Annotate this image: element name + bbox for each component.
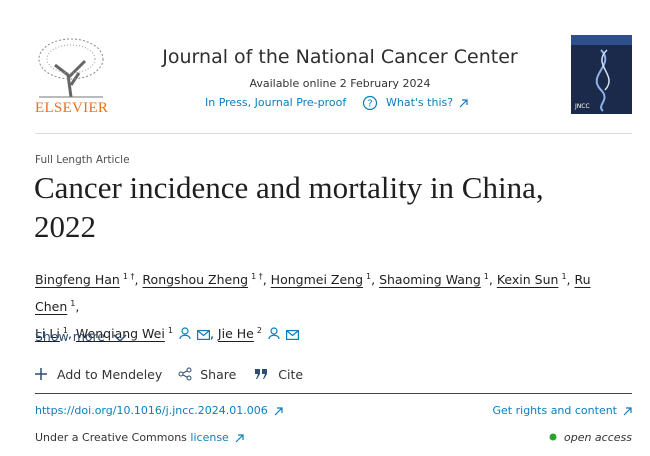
mail-icon[interactable] bbox=[196, 330, 210, 341]
author-affiliation: 1 † bbox=[122, 272, 135, 281]
author-affiliation: 1 bbox=[62, 326, 68, 336]
author-separator: , bbox=[488, 272, 493, 288]
author-name[interactable]: Shaoming Wang bbox=[379, 272, 481, 288]
author-separator: , bbox=[67, 326, 72, 342]
author-separator: , bbox=[75, 299, 80, 315]
chevron-icon bbox=[113, 334, 127, 343]
share-icon bbox=[178, 367, 192, 381]
author: Kexin Sun 1, bbox=[497, 272, 571, 287]
journal-title[interactable]: Journal of the National Cancer Center bbox=[162, 46, 518, 68]
mail-icon[interactable] bbox=[285, 330, 299, 341]
license-line: Under a Creative Commons license bbox=[35, 431, 244, 444]
access-badge: open access bbox=[549, 431, 632, 444]
author-separator: , bbox=[566, 272, 571, 288]
svg-text:?: ? bbox=[367, 99, 372, 110]
status-link[interactable]: In Press, Journal Pre-proof bbox=[205, 96, 347, 109]
help-text[interactable]: What's this? bbox=[386, 96, 454, 109]
access-dot bbox=[549, 433, 557, 441]
arrow-icon bbox=[459, 99, 468, 108]
show-more-text[interactable]: Show more bbox=[35, 329, 106, 344]
author-name[interactable]: Bingfeng Han bbox=[35, 272, 120, 288]
help-icon[interactable]: ? bbox=[362, 95, 378, 111]
cover-title: JNCC bbox=[574, 103, 590, 110]
available-online: Available online 2 February 2024 bbox=[249, 77, 431, 90]
contact-icons[interactable] bbox=[173, 326, 210, 341]
article-type: Full Length Article bbox=[35, 154, 130, 166]
contact-icons[interactable] bbox=[262, 326, 299, 341]
author-separator: , bbox=[262, 272, 267, 288]
cite-icon bbox=[255, 369, 268, 379]
doi-text[interactable]: https://doi.org/10.1016/j.jncc.2024.01.0… bbox=[35, 404, 268, 417]
author-name[interactable]: Kexin Sun bbox=[496, 272, 559, 288]
author-affiliation: 1 bbox=[70, 299, 76, 309]
author: Li Li 1, bbox=[35, 326, 72, 341]
publisher-logo bbox=[35, 35, 107, 99]
author: Bingfeng Han 1 †, bbox=[35, 272, 138, 287]
doi-link[interactable]: https://doi.org/10.1016/j.jncc.2024.01.0… bbox=[35, 404, 283, 417]
action-mendeley[interactable]: Add to Mendeley bbox=[56, 367, 163, 382]
journal-cover[interactable]: JNCC bbox=[571, 35, 632, 114]
author: Wenqiang Wei 1, bbox=[76, 326, 214, 341]
show-more[interactable]: Show more bbox=[35, 329, 127, 344]
author: Jie He 2 bbox=[218, 326, 299, 341]
license-prefix: Under a Creative Commons bbox=[35, 431, 187, 444]
author-affiliation: 1 bbox=[366, 272, 372, 281]
author-name[interactable]: Li Li bbox=[35, 326, 60, 342]
help-link[interactable]: What's this? bbox=[386, 96, 468, 109]
arrow-icon bbox=[274, 407, 283, 416]
action-cite[interactable]: Cite bbox=[278, 367, 304, 382]
author: Hongmei Zeng 1, bbox=[271, 272, 375, 287]
access-text: open access bbox=[563, 431, 632, 444]
author-affiliation: 2 bbox=[256, 326, 262, 336]
arrow-icon bbox=[235, 434, 244, 443]
article-title: Cancer incidence and mortality in China,… bbox=[34, 170, 544, 244]
author-separator: , bbox=[371, 272, 376, 288]
rights-link[interactable]: Get rights and content bbox=[493, 404, 632, 417]
plus-icon bbox=[35, 368, 47, 380]
author-separator: , bbox=[134, 272, 139, 288]
author-name[interactable]: Wenqiang Wei bbox=[75, 326, 165, 342]
author-affiliation: 1 bbox=[483, 272, 489, 281]
author: Shaoming Wang 1, bbox=[379, 272, 493, 287]
author-affiliation: 1 bbox=[167, 326, 173, 336]
author-name[interactable]: Ru Chen bbox=[35, 272, 591, 315]
action-bar: Add to Mendeley Share Cite bbox=[35, 367, 303, 382]
action-share[interactable]: Share bbox=[200, 367, 237, 382]
author-separator: , bbox=[209, 326, 214, 342]
arrow-icon bbox=[623, 407, 632, 416]
person-icon[interactable] bbox=[268, 327, 280, 340]
author-name[interactable]: Rongshou Zheng bbox=[142, 272, 249, 288]
author-name[interactable]: Hongmei Zeng bbox=[270, 272, 363, 288]
author-list: Bingfeng Han 1 †, Rongshou Zheng 1 †, Hong… bbox=[35, 265, 635, 346]
divider bbox=[35, 133, 632, 134]
author-affiliation: 1 bbox=[561, 272, 567, 281]
rights-text[interactable]: Get rights and content bbox=[492, 404, 617, 417]
author: Ru Chen 1, bbox=[35, 272, 591, 314]
author: Rongshou Zheng 1 †, bbox=[142, 272, 266, 287]
divider bbox=[35, 393, 632, 394]
author-name[interactable]: Jie He bbox=[217, 326, 254, 342]
author-affiliation: 1 † bbox=[251, 272, 263, 281]
publisher-name: ELSEVIER bbox=[35, 100, 109, 116]
license-link[interactable]: license bbox=[190, 431, 229, 444]
person-icon[interactable] bbox=[179, 327, 191, 340]
